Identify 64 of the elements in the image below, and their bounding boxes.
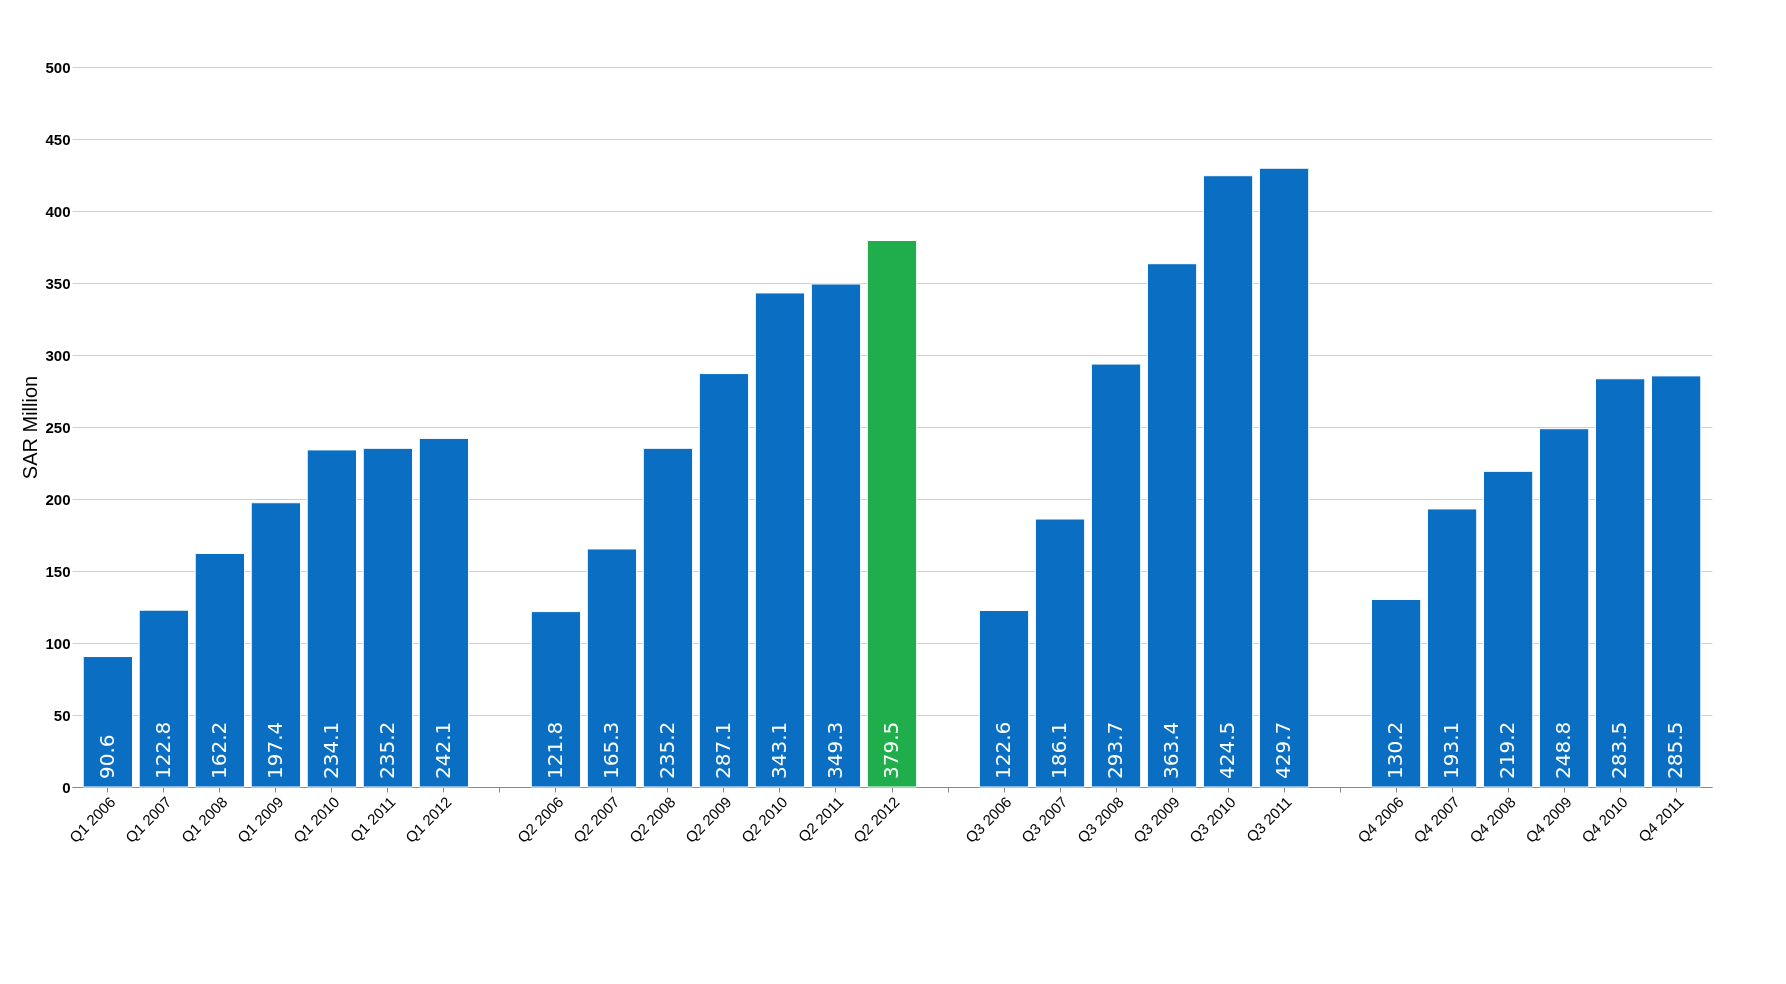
bar (1595, 378, 1646, 788)
bar (642, 447, 694, 788)
data-label: 90.6 (94, 734, 119, 779)
data-label: 186.1 (1047, 721, 1072, 779)
y-tick-label: 250 (45, 418, 71, 436)
bar (138, 609, 189, 788)
bar (810, 283, 862, 788)
data-label: 379.5 (879, 721, 903, 779)
data-label: 234.1 (318, 721, 343, 779)
y-tick-label: 450 (45, 130, 71, 148)
data-label: 293.7 (1103, 721, 1128, 779)
data-label: 121.8 (542, 721, 567, 779)
y-tick-label: 300 (45, 346, 71, 364)
bar (362, 447, 414, 788)
bar (1482, 470, 1534, 788)
data-label: 429.7 (1271, 721, 1296, 779)
bar (306, 449, 358, 788)
bar (1370, 599, 1422, 788)
data-label: 235.2 (654, 721, 679, 779)
data-label: 424.5 (1215, 721, 1240, 779)
data-label: 248.8 (1551, 721, 1576, 779)
bar (418, 437, 470, 788)
y-tick-label: 200 (45, 490, 71, 508)
y-tick-label: 100 (45, 634, 71, 652)
y-tick-label: 50 (53, 706, 71, 724)
data-label: 219.2 (1495, 721, 1520, 779)
data-label: 197.4 (262, 721, 287, 779)
bar (754, 292, 806, 788)
data-label: 162.2 (206, 721, 231, 779)
data-label: 235.2 (374, 721, 399, 779)
bar (250, 502, 302, 788)
data-label: 287.1 (710, 721, 735, 779)
data-label: 363.4 (1159, 721, 1184, 779)
bar (530, 611, 582, 788)
y-tick-label: 0 (62, 778, 71, 796)
y-tick-label: 400 (45, 202, 71, 220)
bar (1090, 363, 1142, 788)
data-label: 122.6 (991, 721, 1016, 779)
data-label: 130.2 (1383, 721, 1408, 779)
data-label: 283.5 (1607, 721, 1632, 779)
data-label: 349.3 (822, 721, 847, 779)
bar (978, 609, 1030, 788)
data-label: 242.1 (430, 721, 455, 779)
bar (1538, 428, 1590, 788)
y-tick-label: 500 (45, 58, 71, 76)
bar (194, 552, 246, 788)
bar (1426, 508, 1478, 788)
bar (1258, 167, 1310, 788)
data-label: 285.5 (1663, 721, 1688, 779)
bar (1202, 175, 1254, 788)
y-axis-title: SAR Million (19, 375, 42, 480)
bar (698, 373, 750, 788)
bar (1146, 263, 1198, 788)
data-label: 343.1 (766, 721, 791, 779)
data-label: 122.8 (150, 721, 175, 779)
bar (866, 240, 918, 788)
y-tick-label: 350 (45, 274, 71, 292)
y-tick-label: 150 (45, 562, 71, 580)
data-label: 193.1 (1439, 721, 1464, 779)
data-label: 165.3 (598, 721, 623, 779)
bar (586, 548, 638, 788)
bar (1651, 375, 1702, 788)
bar (1034, 518, 1086, 788)
bar (82, 656, 133, 788)
